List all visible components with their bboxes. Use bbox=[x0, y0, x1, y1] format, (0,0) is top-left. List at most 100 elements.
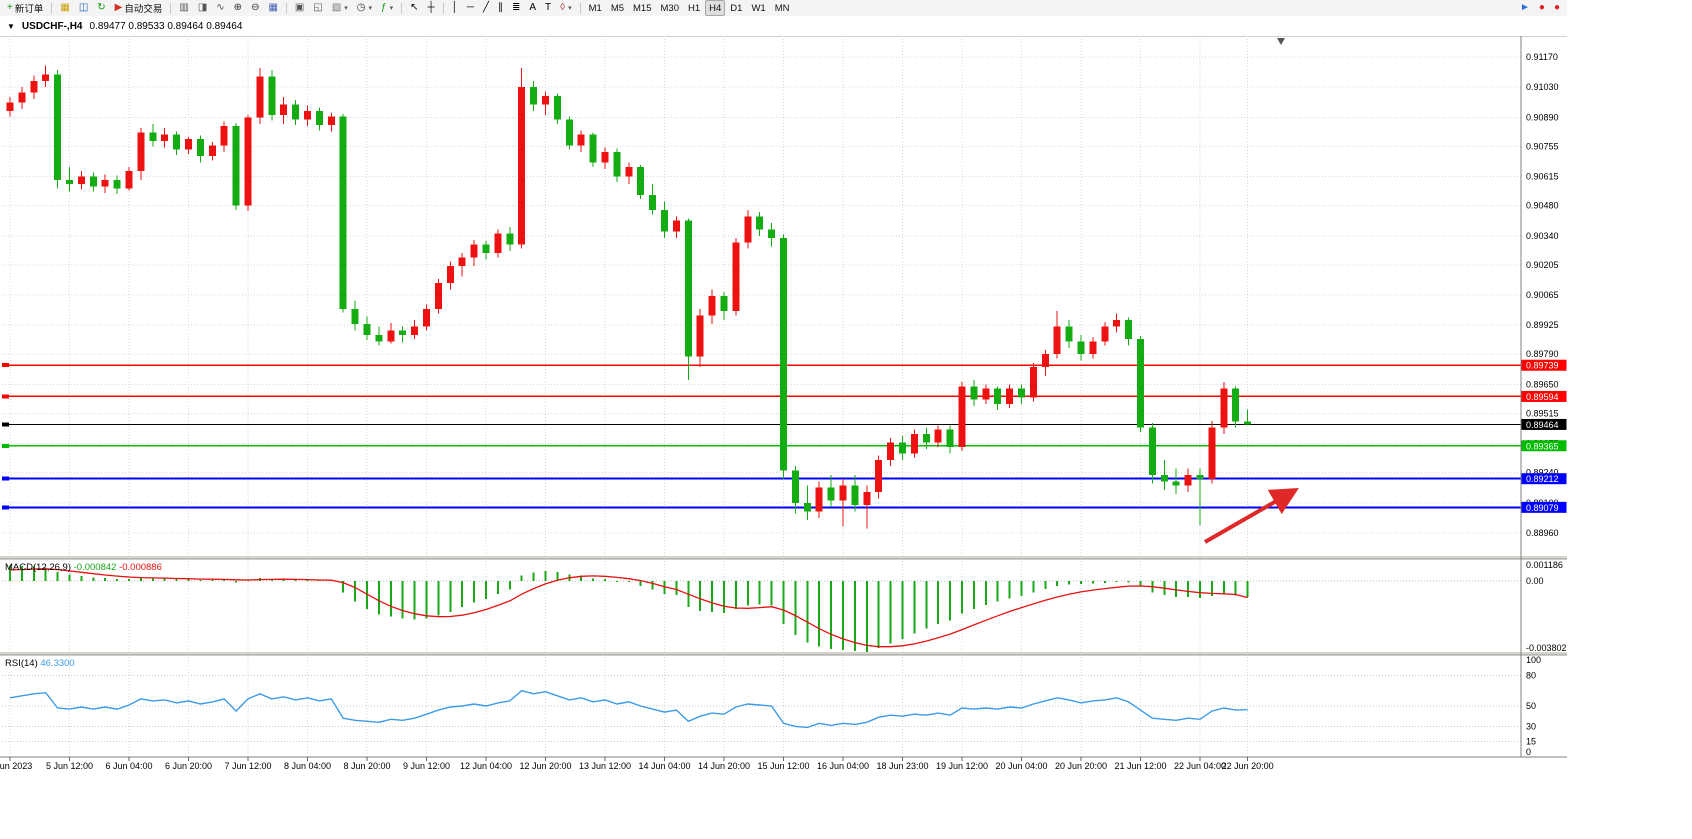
scroll-right-icon[interactable]: ► bbox=[1516, 0, 1534, 16]
timeframe-m5-button[interactable]: M5 bbox=[607, 0, 628, 16]
channel-button[interactable]: ∥ bbox=[494, 0, 507, 16]
candlestick-chart-icon: ◨ bbox=[197, 2, 208, 13]
price-tick-label: 0.91170 bbox=[1526, 52, 1558, 62]
candle bbox=[708, 296, 716, 316]
macd-panel[interactable] bbox=[2, 565, 1521, 652]
chart-dropdown-icon[interactable]: ▼ bbox=[7, 21, 15, 31]
price-axis[interactable]: 0.91170 0.91030 0.90890 0.90755 0.90615 0.904… bbox=[1526, 52, 1567, 757]
candle bbox=[661, 209, 668, 232]
arrange-windows-button[interactable]: ◱ bbox=[309, 0, 326, 16]
rsi-panel[interactable] bbox=[2, 674, 1521, 743]
candlestick-chart-button[interactable]: ◨ bbox=[194, 0, 211, 16]
horizontal-line-button[interactable]: ─ bbox=[463, 0, 478, 16]
candle bbox=[1244, 421, 1252, 425]
auto-trading-button-label: 自动交易 bbox=[124, 4, 163, 15]
text-label-button[interactable]: T bbox=[541, 0, 555, 16]
charts-button[interactable]: ▦ bbox=[56, 0, 73, 16]
candle bbox=[196, 138, 204, 157]
candle bbox=[946, 429, 954, 447]
community-icon[interactable]: ● bbox=[1550, 0, 1564, 16]
timeframe-d1-button[interactable]: D1 bbox=[726, 0, 746, 16]
trend-arrow-annotation[interactable] bbox=[1204, 488, 1299, 544]
zoom-in-button[interactable]: ⊕ bbox=[230, 0, 246, 16]
candle bbox=[803, 502, 811, 512]
candle bbox=[18, 92, 26, 103]
time-tick-label: 22 Jun 04:00 bbox=[1174, 761, 1226, 771]
zoom-out-button[interactable]: ⊖ bbox=[247, 0, 263, 16]
trendline-icon: ╱ bbox=[482, 2, 489, 13]
timeframe-m1-button[interactable]: M1 bbox=[585, 0, 606, 16]
profiles-button-dropdown-icon[interactable]: ▾ bbox=[368, 5, 373, 12]
new-chart-button[interactable]: ▧ ▾ bbox=[328, 0, 352, 16]
alert-icon[interactable]: ● bbox=[1535, 0, 1549, 16]
chart-window[interactable]: ▼ USDCHF-,H4 0.89477 0.89533 0.89464 0.8… bbox=[0, 16, 1567, 839]
panel-separator[interactable] bbox=[0, 652, 1567, 655]
crosshair-button[interactable]: ┼ bbox=[424, 0, 439, 16]
market-watch-icon: ◫ bbox=[78, 2, 89, 13]
candle bbox=[720, 296, 728, 312]
price-badge bbox=[1521, 390, 1567, 402]
refresh-button[interactable]: ↻ bbox=[93, 0, 109, 16]
bar-chart-button[interactable]: ▥ bbox=[175, 0, 192, 16]
indicator-labels: MACD(12,26,9) -0.000842 -0.000886 RSI(14)… bbox=[5, 562, 162, 669]
candle bbox=[649, 194, 657, 210]
timeframe-m5-button-label: M5 bbox=[610, 2, 625, 14]
indicators-button-dropdown-icon[interactable]: ▾ bbox=[389, 5, 394, 12]
shift-marker-icon[interactable] bbox=[1277, 38, 1285, 45]
candle bbox=[387, 330, 395, 342]
timeframe-h4-button[interactable]: H4 bbox=[705, 0, 726, 16]
cursor-button[interactable]: ↖ bbox=[406, 0, 422, 16]
vertical-line-button[interactable]: │ bbox=[448, 0, 462, 16]
candle bbox=[30, 80, 38, 93]
profiles-button[interactable]: ◷ ▾ bbox=[353, 0, 376, 16]
timeframe-mn-button[interactable]: MN bbox=[771, 0, 794, 16]
bar-chart-icon: ▥ bbox=[179, 2, 189, 13]
timeframe-m30-button[interactable]: M30 bbox=[657, 0, 683, 16]
text-button[interactable]: A bbox=[525, 0, 540, 16]
candle bbox=[684, 220, 692, 357]
time-tick-label: 19 Jun 12:00 bbox=[936, 761, 988, 771]
timeframe-w1-button[interactable]: W1 bbox=[747, 0, 769, 16]
candle bbox=[363, 324, 371, 335]
candle bbox=[637, 166, 645, 195]
candle bbox=[780, 237, 787, 471]
candle bbox=[1065, 326, 1073, 342]
market-watch-button[interactable]: ◫ bbox=[75, 0, 92, 16]
arrange-windows-icon: ◱ bbox=[313, 2, 323, 13]
candle bbox=[42, 74, 50, 81]
timeframe-m15-button[interactable]: M15 bbox=[629, 0, 655, 16]
rsi-tick-label: 50 bbox=[1526, 701, 1536, 711]
line-chart-button[interactable]: ∿ bbox=[212, 0, 228, 16]
candle bbox=[125, 171, 133, 189]
tile-windows-button[interactable]: ▦ bbox=[264, 0, 281, 16]
new-chart-button-dropdown-icon[interactable]: ▾ bbox=[344, 5, 348, 12]
timeframe-m1-button-label: M1 bbox=[588, 2, 602, 14]
horizontal-lines[interactable] bbox=[2, 363, 1521, 510]
timeframe-h4-button-label: H4 bbox=[709, 2, 722, 14]
shapes-button-dropdown-icon[interactable]: ▾ bbox=[568, 5, 572, 12]
panel-separator[interactable] bbox=[0, 556, 1567, 559]
time-axis[interactable]: 4 Jun 2023 5 Jun 12:00 6 Jun 04:00 6 Jun 20… bbox=[0, 757, 1274, 771]
alert-icon-icon: ● bbox=[1538, 2, 1545, 13]
cascade-windows-button[interactable]: ▣ bbox=[291, 0, 308, 16]
new-order-button[interactable]: + 新订单 bbox=[3, 0, 47, 16]
candle bbox=[423, 309, 430, 327]
timeframe-d1-button-label: D1 bbox=[730, 2, 743, 14]
candle bbox=[327, 116, 335, 125]
chart-symbol-period: USDCHF-,H4 bbox=[21, 20, 83, 32]
indicators-button[interactable]: ƒ ▾ bbox=[377, 0, 397, 16]
trendline-button[interactable]: ╱ bbox=[479, 0, 493, 16]
chart-title-bar[interactable]: ▼ USDCHF-,H4 0.89477 0.89533 0.89464 0.8… bbox=[0, 16, 1567, 37]
timeframe-h1-button[interactable]: H1 bbox=[684, 0, 704, 16]
candle bbox=[244, 117, 252, 206]
text-icon: A bbox=[529, 2, 537, 13]
shapes-button[interactable]: ◊ ▾ bbox=[556, 0, 575, 16]
chart-canvas[interactable]: 0.91170 0.91030 0.90890 0.90755 0.90615 0.904… bbox=[0, 36, 1567, 781]
horizontal-line-icon: ─ bbox=[466, 2, 474, 13]
crosshair-icon: ┼ bbox=[427, 2, 435, 13]
price-badge-label: 0.89079 bbox=[1526, 503, 1559, 513]
fibonacci-button[interactable]: ≣ bbox=[508, 0, 524, 16]
svg-text:0.00: 0.00 bbox=[1526, 576, 1544, 586]
auto-trading-button[interactable]: ▶ 自动交易 bbox=[111, 0, 167, 16]
